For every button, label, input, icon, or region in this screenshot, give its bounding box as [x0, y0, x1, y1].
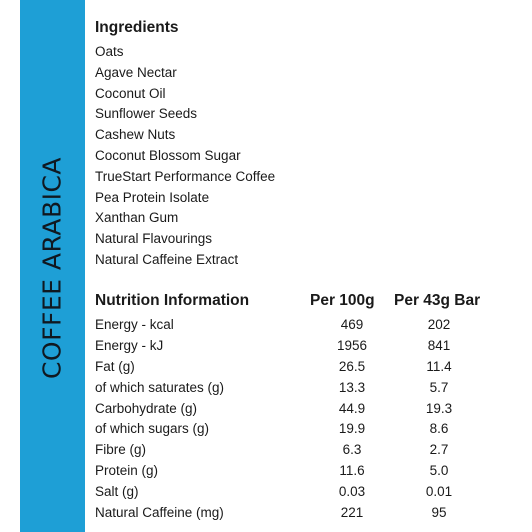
value-per-bar: 0.01	[425, 484, 453, 500]
nutrition-heading: Nutrition Information	[95, 292, 250, 309]
table-row: Carbohydrate (g) 44.9 19.3	[95, 398, 505, 419]
table-row: of which saturates (g) 13.3 5.7	[95, 377, 505, 398]
table-row: of which sugars (g) 19.9 8.6	[95, 418, 505, 439]
nutrition-table: Nutrition Information Per 100g Per 43g B…	[95, 290, 505, 523]
nutrition-header-row: Nutrition Information Per 100g Per 43g B…	[95, 290, 505, 312]
value-per-100g: 13.3	[338, 379, 366, 395]
value-per-bar: 5.0	[429, 463, 449, 479]
nutrient-label: Energy - kJ	[95, 337, 164, 353]
value-per-bar: 8.6	[429, 421, 449, 437]
value-per-100g: 11.6	[339, 463, 365, 479]
side-color-band	[20, 0, 85, 532]
value-per-100g: 1956	[336, 337, 368, 353]
nutrient-label: Fat (g)	[95, 358, 135, 374]
table-row: Natural Caffeine (mg) 221 95	[95, 502, 505, 523]
nutrient-label: Protein (g)	[95, 463, 159, 479]
table-row: Fibre (g) 6.3 2.7	[95, 439, 505, 460]
nutrient-label: Energy - kcal	[95, 316, 174, 332]
table-row: Fat (g) 26.5 11.4	[95, 356, 505, 377]
ingredient-item: Oats	[95, 44, 124, 59]
ingredients-heading: Ingredients	[95, 19, 179, 36]
table-row: Energy - kJ 1956 841	[95, 335, 505, 356]
ingredient-item: Cashew Nuts	[95, 127, 176, 143]
column-header-per-bar: Per 43g Bar	[394, 292, 481, 309]
table-row: Energy - kcal 469 202	[95, 314, 505, 335]
value-per-bar: 841	[427, 337, 451, 353]
ingredient-item: Natural Flavourings	[95, 231, 213, 247]
value-per-bar: 5.7	[429, 379, 449, 395]
table-row: Salt (g) 0.03 0.01	[95, 481, 505, 502]
value-per-100g: 0.03	[338, 484, 366, 500]
table-row: Protein (g) 11.6 5.0	[95, 460, 505, 481]
ingredient-item: Xanthan Gum	[95, 210, 179, 226]
nutrient-label: Salt (g)	[95, 484, 139, 500]
nutrient-label: Fibre (g)	[95, 442, 147, 458]
value-per-100g: 6.3	[342, 442, 362, 458]
ingredient-item: Pea Protein Isolate	[95, 189, 210, 205]
value-per-bar: 95	[431, 504, 447, 520]
value-per-100g: 44.9	[338, 400, 366, 416]
ingredient-item: Natural Caffeine Extract	[95, 251, 239, 267]
nutrition-rows: Energy - kcal 469 202 Energy - kJ 1956 8…	[95, 314, 505, 523]
value-per-bar: 2.7	[429, 442, 449, 458]
ingredient-item: TrueStart Performance Coffee	[95, 168, 276, 184]
ingredient-item: Agave Nectar	[95, 64, 177, 80]
ingredient-item: Sunflower Seeds	[95, 106, 198, 122]
ingredients-section: Ingredients Oats Agave Nectar Coconut Oi…	[95, 18, 275, 271]
value-per-100g: 19.9	[338, 421, 366, 437]
value-per-100g: 469	[340, 316, 364, 332]
nutrient-label: Natural Caffeine (mg)	[95, 504, 224, 520]
ingredient-list: Oats Agave Nectar Coconut Oil Sunflower …	[95, 42, 275, 271]
column-header-per-100g: Per 100g	[310, 292, 375, 309]
nutrient-label: of which saturates (g)	[95, 379, 225, 395]
ingredient-item: Coconut Blossom Sugar	[95, 147, 241, 163]
value-per-100g: 221	[340, 504, 364, 520]
nutrient-label: Carbohydrate (g)	[95, 400, 198, 416]
value-per-100g: 26.5	[338, 358, 366, 374]
value-per-bar: 11.4	[426, 358, 452, 374]
value-per-bar: 19.3	[425, 400, 453, 416]
product-flavour-title: COFFEE ARABICA	[37, 156, 67, 380]
value-per-bar: 202	[427, 316, 451, 332]
nutrient-label: of which sugars (g)	[95, 421, 210, 437]
ingredient-item: Coconut Oil	[95, 85, 166, 101]
